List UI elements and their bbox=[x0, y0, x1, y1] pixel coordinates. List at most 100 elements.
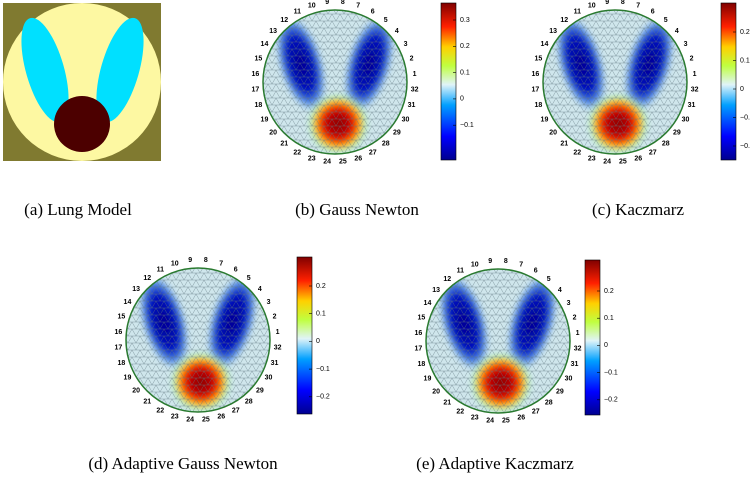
caption: (b) Gauss Newton bbox=[295, 200, 419, 219]
electrode-label: 31 bbox=[571, 361, 579, 368]
electrode-label: 32 bbox=[691, 87, 699, 94]
electrode-label: 19 bbox=[124, 375, 132, 382]
electrode-label: 5 bbox=[664, 17, 668, 24]
electrode-label: 24 bbox=[486, 417, 494, 424]
electrode-label: 20 bbox=[132, 388, 140, 395]
electrode-label: 1 bbox=[413, 71, 417, 78]
colorbar-tick-label: 0 bbox=[460, 96, 464, 103]
electrode-label: 12 bbox=[560, 17, 568, 24]
electrode-label: 10 bbox=[471, 261, 479, 268]
image bbox=[126, 268, 270, 412]
electrode-label: 19 bbox=[261, 117, 269, 124]
colorbar-tick-label: 0.1 bbox=[316, 311, 326, 318]
electrode-label: 26 bbox=[217, 413, 225, 420]
colorbar-tick-label: 0.1 bbox=[460, 69, 470, 76]
image bbox=[543, 10, 687, 154]
colorbar-tick-label: 0 bbox=[740, 86, 744, 93]
colorbar-tick-label: 0 bbox=[604, 342, 608, 349]
electrode-label: 12 bbox=[443, 276, 451, 283]
caption: (c) Kaczmarz bbox=[592, 200, 684, 219]
image bbox=[263, 10, 407, 154]
electrode-label: 4 bbox=[558, 287, 562, 294]
electrode-label: 26 bbox=[517, 414, 525, 421]
electrode-label: 29 bbox=[673, 130, 681, 137]
electrode-label: 11 bbox=[157, 266, 165, 273]
colorbar-tick-label: −0.1 bbox=[740, 114, 750, 121]
electrode-label: 10 bbox=[308, 2, 316, 9]
electrode-label: 11 bbox=[294, 8, 302, 15]
caption: (e) Adaptive Kaczmarz bbox=[416, 454, 574, 473]
boundary bbox=[125, 267, 271, 413]
electrode-label: 31 bbox=[408, 102, 416, 109]
electrode-label: 15 bbox=[255, 56, 263, 63]
electrode-label: 5 bbox=[547, 276, 551, 283]
electrode-label: 3 bbox=[404, 41, 408, 48]
electrode-label: 3 bbox=[684, 41, 688, 48]
electrode-label: 1 bbox=[576, 330, 580, 337]
electrode-label: 20 bbox=[549, 130, 557, 137]
electrode-label: 20 bbox=[269, 130, 277, 137]
colorbar-tick-label: 0.1 bbox=[604, 315, 614, 322]
electrode-label: 1 bbox=[693, 71, 697, 78]
electrode-label: 18 bbox=[418, 361, 426, 368]
colorbar-tick-label: −0.1 bbox=[460, 122, 474, 129]
electrode-label: 2 bbox=[690, 56, 694, 63]
electrode-label: 22 bbox=[156, 407, 164, 414]
electrode-label: 13 bbox=[432, 287, 440, 294]
electrode-label: 1 bbox=[276, 329, 280, 336]
electrode-label: 20 bbox=[432, 389, 440, 396]
electrode-label: 17 bbox=[531, 87, 539, 94]
electrode-label: 11 bbox=[574, 8, 582, 15]
electrode-label: 24 bbox=[323, 158, 331, 165]
colorbar-tick-label: −0.2 bbox=[740, 143, 750, 150]
electrode-label: 30 bbox=[565, 376, 573, 383]
electrode-label: 22 bbox=[573, 149, 581, 156]
electrode-label: 13 bbox=[269, 28, 277, 35]
electrode-label: 8 bbox=[341, 0, 345, 6]
colorbar-tick-label: 0.2 bbox=[316, 283, 326, 290]
electrode-label: 22 bbox=[293, 149, 301, 156]
electrode-label: 4 bbox=[258, 286, 262, 293]
caption: (a) Lung Model bbox=[24, 200, 132, 219]
electrode-label: 19 bbox=[424, 376, 432, 383]
electrode-label: 7 bbox=[636, 2, 640, 9]
electrode-label: 8 bbox=[504, 258, 508, 265]
electrode-label: 21 bbox=[143, 399, 151, 406]
electrode-label: 26 bbox=[634, 155, 642, 162]
electrode-label: 15 bbox=[418, 315, 426, 322]
electrode-label: 6 bbox=[651, 8, 655, 15]
electrode-label: 18 bbox=[118, 360, 126, 367]
electrode-label: 5 bbox=[384, 17, 388, 24]
colorbar-tick-label: −0.2 bbox=[604, 397, 618, 404]
electrode-label: 17 bbox=[414, 346, 422, 353]
electrode-label: 19 bbox=[541, 117, 549, 124]
electrode-label: 2 bbox=[273, 314, 277, 321]
electrode-label: 27 bbox=[369, 149, 377, 156]
electrode-label: 24 bbox=[603, 158, 611, 165]
electrode-label: 7 bbox=[356, 2, 360, 9]
electrode-label: 32 bbox=[274, 345, 282, 352]
electrode-label: 9 bbox=[605, 0, 609, 6]
electrode-label: 29 bbox=[556, 389, 564, 396]
colorbar bbox=[720, 2, 737, 161]
colorbar-tick-label: 0.1 bbox=[740, 57, 750, 64]
electrode-label: 18 bbox=[255, 102, 263, 109]
colorbar-tick-label: 0.2 bbox=[460, 43, 470, 50]
boundary bbox=[262, 9, 408, 155]
electrode-label: 21 bbox=[443, 400, 451, 407]
colorbar-tick-label: 0.2 bbox=[740, 29, 750, 36]
colorbar-tick-label: −0.1 bbox=[316, 366, 330, 373]
electrode-label: 23 bbox=[471, 414, 479, 421]
colorbar bbox=[296, 256, 313, 415]
electrode-label: 5 bbox=[247, 275, 251, 282]
colorbar-tick-label: 0.2 bbox=[604, 288, 614, 295]
electrode-label: 6 bbox=[234, 266, 238, 273]
colorbar bbox=[584, 259, 601, 416]
electrode-label: 32 bbox=[574, 346, 582, 353]
